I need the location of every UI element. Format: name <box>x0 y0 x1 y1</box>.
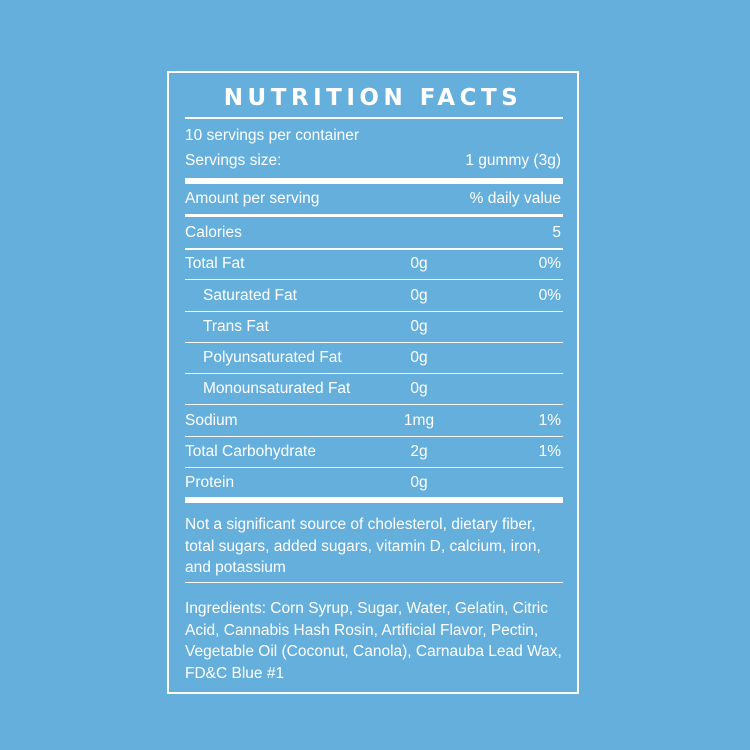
amount-per-serving: Amount per serving <box>185 190 320 207</box>
nutrient-name: Trans Fat <box>203 318 269 335</box>
row-divider <box>185 373 563 374</box>
row-divider <box>185 279 563 280</box>
daily-value-header: % daily value <box>469 190 561 207</box>
serving-size-value: 1 gummy (3g) <box>465 152 561 169</box>
nutrient-dv: 0% <box>538 287 561 304</box>
divider-thick-bottom <box>185 497 563 503</box>
row-divider <box>185 342 563 343</box>
row-divider <box>185 311 563 312</box>
nutrient-name: Monounsaturated Fat <box>203 380 351 397</box>
nutrient-name: Sodium <box>185 412 238 429</box>
footnote-text: Not a significant source of cholesterol,… <box>185 516 541 576</box>
row-divider <box>185 404 563 405</box>
nutrient-amount: 0g <box>410 318 428 335</box>
divider-footnote <box>185 582 563 583</box>
calories-value: 5 <box>552 224 561 241</box>
ingredients-text: Ingredients: Corn Syrup, Sugar, Water, G… <box>185 600 562 682</box>
nutrient-amount: 0g <box>410 287 428 304</box>
nutrient-dv: 0% <box>538 255 561 272</box>
nutrient-amount: 0g <box>410 349 428 366</box>
nutrient-dv: 1% <box>538 443 561 460</box>
serving-size-label: Servings size: <box>185 152 282 169</box>
nutrient-name: Polyunsaturated Fat <box>203 349 342 366</box>
row-divider <box>185 436 563 437</box>
nutrient-name: Saturated Fat <box>203 287 297 304</box>
nutrient-name: Protein <box>185 474 235 491</box>
nutrient-amount: 0g <box>410 474 428 491</box>
divider-medium <box>185 214 563 217</box>
nutrient-amount: 0g <box>410 255 428 272</box>
panel-title: NUTRITION FACTS <box>223 85 523 111</box>
divider-thick-top <box>185 178 563 184</box>
nutrient-dv: 1% <box>538 412 561 429</box>
divider-calories <box>185 248 563 250</box>
nutrient-name: Total Carbohydrate <box>185 443 316 460</box>
divider-title <box>185 117 563 119</box>
row-divider <box>185 467 563 468</box>
nutrient-amount: 0g <box>410 380 428 397</box>
servings-per-container: 10 servings per container <box>185 127 360 144</box>
calories-label: Calories <box>185 224 242 241</box>
nutrient-amount: 2g <box>410 443 428 460</box>
nutrition-facts-panel: NUTRITION FACTS 10 servings per containe… <box>167 71 579 694</box>
nutrient-name: Total Fat <box>185 255 245 272</box>
nutrient-amount: 1mg <box>403 412 435 429</box>
